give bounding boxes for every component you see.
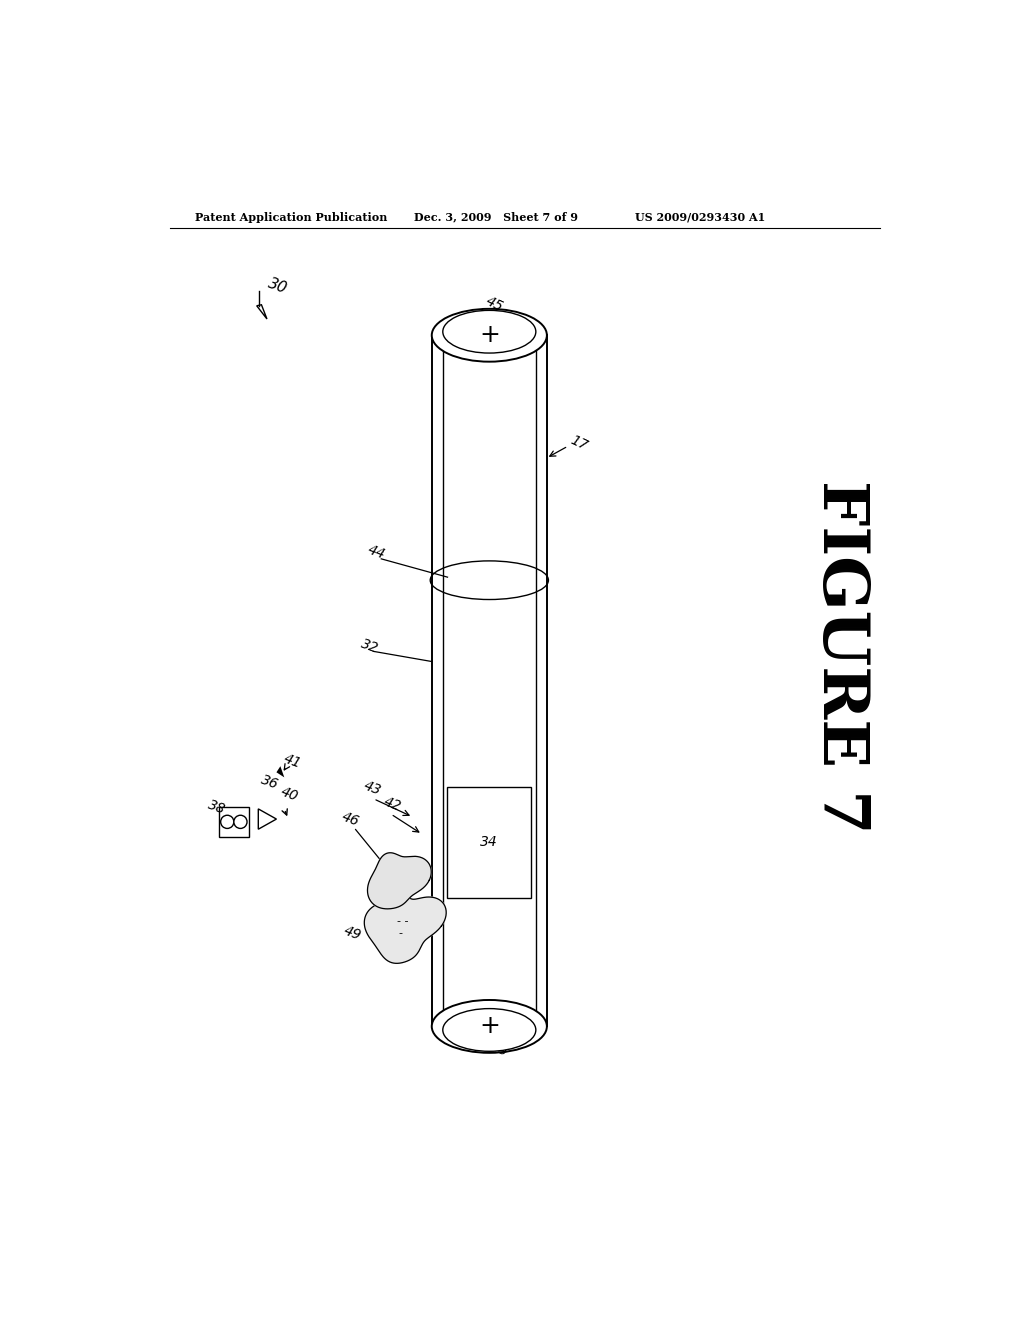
Text: 44: 44 (366, 543, 387, 562)
Text: 46: 46 (340, 809, 361, 829)
Circle shape (220, 816, 233, 829)
Text: 43: 43 (361, 779, 383, 799)
Polygon shape (276, 766, 285, 777)
Ellipse shape (442, 1008, 536, 1051)
Text: 36: 36 (259, 772, 281, 792)
Text: - -: - - (397, 916, 409, 925)
Ellipse shape (432, 309, 547, 362)
Text: 30: 30 (266, 276, 290, 297)
Text: 34: 34 (480, 836, 499, 850)
Circle shape (233, 816, 247, 829)
Text: 32: 32 (359, 636, 381, 656)
Text: +: + (479, 1014, 500, 1039)
Text: Patent Application Publication: Patent Application Publication (196, 211, 388, 223)
Ellipse shape (432, 1001, 547, 1053)
Text: -: - (398, 928, 402, 939)
Text: 45: 45 (488, 1039, 511, 1059)
Text: 40: 40 (279, 785, 300, 804)
Text: 49: 49 (342, 923, 364, 942)
Text: FIGURE 7: FIGURE 7 (810, 479, 870, 833)
Text: 38: 38 (206, 797, 227, 817)
Polygon shape (258, 809, 276, 829)
Polygon shape (368, 853, 431, 909)
Text: 17: 17 (568, 433, 590, 453)
Text: 45: 45 (483, 293, 506, 314)
Bar (219, 807, 249, 837)
Ellipse shape (442, 310, 536, 352)
Bar (447, 787, 531, 899)
Polygon shape (257, 305, 267, 319)
Polygon shape (365, 891, 446, 964)
Text: 41: 41 (282, 751, 303, 771)
Text: +: + (479, 323, 500, 347)
Text: Dec. 3, 2009   Sheet 7 of 9: Dec. 3, 2009 Sheet 7 of 9 (415, 211, 579, 223)
Text: 42: 42 (381, 795, 402, 813)
Text: US 2009/0293430 A1: US 2009/0293430 A1 (635, 211, 765, 223)
